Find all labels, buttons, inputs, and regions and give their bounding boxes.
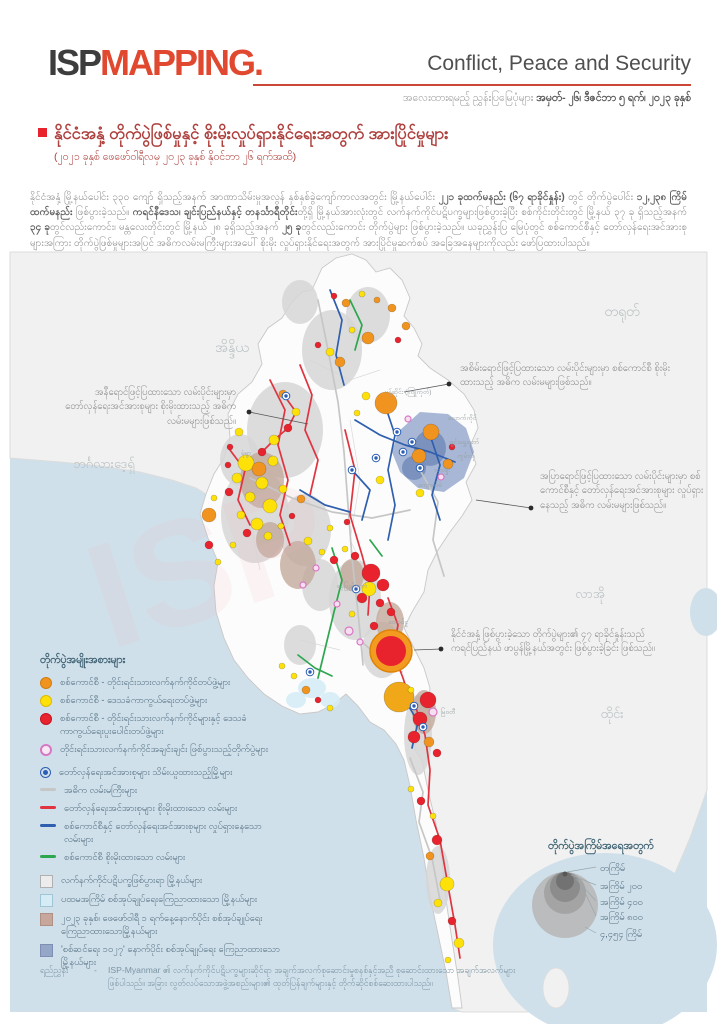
- issue-line-text: အလေးထားရမည့် ညွှန်းပြမြေပုံများ: [402, 92, 537, 104]
- intro-paragraph: နိုင်ငံအနှံ့ မြို့နယ်ပေါင်း ၃၃၀ ကျော် ရှ…: [30, 192, 688, 249]
- footnote: ရည်ညွှန်း - ISP-Myanmar ၏ လက်နက်ကိုင်ပဋိ…: [40, 964, 520, 991]
- legend-item-op1027-martial-law: 'စစ်ဆင်ရေး ၁၀၂၇' နောက်ပိုင်း စစ်အုပ်ချုပ…: [40, 943, 280, 969]
- footnote-label: ရည်ညွှန်း: [40, 965, 69, 975]
- bubble-label-1: တကြိမ်: [600, 863, 626, 873]
- yellow-dot-icon: [40, 695, 52, 708]
- legend-label: စစ်ကောင်စီ စိုးမိုးထားသော လမ်းများ: [64, 852, 186, 863]
- callout-green-roads: အစိမ်းရောင်ဖြင့်ပြထားသော လမ်းပိုင်းများမ…: [460, 363, 670, 389]
- logo-isp: ISP: [48, 42, 102, 83]
- legend-label: ပထမအကြိမ် စစ်အုပ်ချုပ်ရေးကြေညာထားသော မြိ…: [61, 894, 258, 905]
- cyan-square-icon: [40, 894, 53, 908]
- gray-line-icon: [40, 788, 56, 792]
- callout-red-roads: အနီရောင်ဖြင့်ပြထားသော လမ်းပိုင်းများမှာ …: [65, 387, 236, 427]
- bubble-label-200: အကြိမ် ၂၀၀: [600, 881, 643, 891]
- callout-hpapun-share: နိုင်ငံအနှံ့ ဖြစ်ပွားခဲ့သော တိုက်ပွဲများ…: [451, 629, 655, 655]
- legend-label: တိုင်းရင်းသားလက်နက်ကိုင်အချင်းချင်း ဖြစ်…: [60, 744, 269, 755]
- svg-text:မုံရွာ: မုံရွာ: [241, 450, 251, 458]
- svg-text:မြဝတီ: မြဝတီ: [441, 707, 456, 717]
- legend-item-main-roads: အဓိက လမ်းမကြီးများ: [40, 784, 280, 797]
- blue-line-icon: [40, 824, 56, 828]
- legend-item-junta-pdf: စစ်ကောင်စီ - ဒေသခံကာကွယ်ရေးတပ်ဖွဲ့များ: [40, 694, 280, 708]
- legend-label: စစ်ကောင်စီ - တိုင်းရင်းသားလက်နက်ကိုင်တပ်…: [60, 677, 231, 687]
- svg-text:နေပြည်တော်: နေပြည်တော်: [337, 581, 368, 591]
- issue-line: အလေးထားရမည့် ညွှန်းပြမြေပုံများ အမှတ်- ၂…: [403, 92, 691, 107]
- svg-text:ဘင်္ဂလားဒေ့ရှ်: ဘင်္ဂလားဒေ့ရှ်: [73, 456, 135, 474]
- svg-text:ISP: ISP: [68, 446, 350, 680]
- legend-item-junta-joint: စစ်ကောင်စီ - တိုင်းရင်းသားလက်နက်ကိုင်မျာ…: [40, 712, 280, 738]
- bubble-label-800: အကြိမ် ၈၀၀: [600, 912, 643, 922]
- legend-item-conflict-townships: လက်နက်ကိုင်ပဋိပက္ခဖြစ်ပွားရာ မြို့နယ်မျာ…: [40, 874, 280, 889]
- red-square-bullet-icon: [38, 128, 47, 137]
- legend-label: ၂၀၂၃ ခုနှစ်၊ ဖေဖော်ဝါရီ ၁ ရက်နေ့နောက်ပို…: [61, 913, 263, 937]
- bubble-legend-title: တိုက်ပွဲအကြိမ်အရေအတွက်: [548, 840, 654, 852]
- footnote-text: ISP-Myanmar ၏ လက်နက်ကိုင်ပဋိပက္ခများဆိုင…: [108, 965, 516, 989]
- legend-label: 'စစ်ဆင်ရေး ၁၀၂၇' နောက်ပိုင်း စစ်အုပ်ချုပ…: [61, 944, 280, 968]
- issue-number: အမှတ်- ၂၆၊ ဒီဇင်ဘာ ၅ ရက်၊ ၂၀၂၃ ခုနှစ်: [536, 92, 691, 104]
- legend-item-junta-eao: စစ်ကောင်စီ - တိုင်းရင်းသားလက်နက်ကိုင်တပ်…: [40, 676, 280, 689]
- red-line-icon: [40, 806, 56, 810]
- svg-text:ချင်းရွှေဟော်: ချင်းရွှေဟော်: [449, 438, 480, 447]
- headline-subtitle: (၂၀၂၁ ခုနှစ် ဖေဖော်ဝါရီလမှ ၂၀၂၃ ခုနှစ် န…: [54, 151, 297, 163]
- legend-label: စစ်ကောင်စီ - တိုင်းရင်းသားလက်နက်ကိုင်မျာ…: [60, 713, 247, 737]
- svg-text:ထိုင်း: ထိုင်း: [600, 706, 623, 724]
- svg-text:လောက်ကိုင်: လောက်ကိုင်: [448, 414, 477, 423]
- legend-label: တော်လှန်ရေးအင်အားစုများ သိမ်းယူထားသည့်မြ…: [59, 767, 233, 778]
- legend-label: လက်နက်ကိုင်ပဋိပက္ခဖြစ်ပွားရာ မြို့နယ်မျာ…: [61, 875, 203, 886]
- bubble-label-400: အကြိမ် ၄၀၀: [600, 897, 643, 907]
- gray-square-icon: [40, 875, 53, 889]
- legend-item-contested-roads: စစ်ကောင်စီနှင့် တော်လှန်ရေးအင်အားစုများ …: [40, 820, 280, 846]
- legend-item-first-martial-law: ပထမအကြိမ် စစ်အုပ်ချုပ်ရေးကြေညာထားသော မြိ…: [40, 893, 280, 908]
- bubble-size-legend: တိုက်ပွဲအကြိမ်အရေအတွက် တကြိမ် အကြိမ် ၂၀၀…: [540, 838, 708, 962]
- legend-panel: တိုက်ပွဲအမျိုးအစားများ စစ်ကောင်စီ - တိုင…: [40, 654, 280, 974]
- headline-title: နိုင်ငံအနှံ့ တိုက်ပွဲဖြစ်မှုနှင့် စိုးမိ…: [54, 125, 449, 143]
- footnote-dash: -: [94, 965, 97, 975]
- bluegray-square-icon: [40, 944, 53, 958]
- legend-label: အဓိက လမ်းမကြီးများ: [64, 785, 138, 796]
- legend-item-captured-towns: တော်လှန်ရေးအင်အားစုများ သိမ်းယူထားသည့်မြ…: [40, 766, 280, 779]
- logo-dot: .: [254, 42, 264, 83]
- green-line-icon: [40, 855, 56, 859]
- orange-dot-icon: [40, 677, 52, 689]
- svg-text:တရုတ်: တရုတ်: [604, 303, 640, 322]
- headline: နိုင်ငံအနှံ့ တိုက်ပွဲဖြစ်မှုနှင့် စိုးမိ…: [38, 124, 678, 166]
- legend-item-2023-martial-law: ၂၀၂၃ ခုနှစ်၊ ဖေဖော်ဝါရီ ၁ ရက်နေ့နောက်ပို…: [40, 912, 280, 938]
- legend-item-junta-roads: စစ်ကောင်စီ စိုးမိုးထားသော လမ်းများ: [40, 851, 280, 864]
- red-dot-icon: [40, 713, 52, 726]
- header-rule: [253, 84, 691, 86]
- svg-text:တောင်ငူ: တောင်ငူ: [388, 618, 408, 627]
- svg-text:လာအို: လာအို: [575, 586, 604, 604]
- callout-blue-roads: အပြာရောင်ဖြင့်ပြထားသော လမ်းပိုင်းများမှာ…: [540, 471, 704, 511]
- pink-ring-icon: [40, 744, 52, 757]
- svg-text:ပန်ဆိုင်း (ကြူကုတ်): ပန်ဆိုင်း (ကြူကုတ်): [385, 387, 432, 397]
- svg-text:လားရှိုး: လားရှိုး: [434, 466, 450, 475]
- legend-label: စစ်ကောင်စီနှင့် တော်လှန်ရေးအင်အားစုများ …: [64, 821, 262, 845]
- legend-item-resistance-roads: တော်လှန်ရေးအင်အားစုများ စိုးမိုးထားသော လ…: [40, 802, 280, 815]
- logo-mapping: MAPPING: [100, 42, 256, 83]
- isp-mapping-logo: ISPMAPPING.: [48, 42, 264, 84]
- legend-label: စစ်ကောင်စီ - ဒေသခံကာကွယ်ရေးတပ်ဖွဲ့များ: [60, 695, 208, 706]
- legend-label: တော်လှန်ရေးအင်အားစုများ စိုးမိုးထားသော လ…: [64, 803, 238, 814]
- tan-square-icon: [40, 913, 53, 927]
- legend-item-eao-vs-eao: တိုင်းရင်းသားလက်နက်ကိုင်အချင်းချင်း ဖြစ်…: [40, 743, 280, 757]
- blue-target-icon: [40, 767, 51, 779]
- svg-text:အိန္ဒိယ: အိန္ဒိယ: [215, 339, 249, 358]
- svg-text:ကျောက်မဲ: ကျောက်မဲ: [418, 481, 442, 490]
- bubble-label-4454: ၄,၄၅၄ ကြိမ်: [600, 929, 643, 939]
- page-title: Conflict, Peace and Security: [427, 52, 691, 75]
- legend-title: တိုက်ပွဲအမျိုးအစားများ: [40, 654, 126, 666]
- svg-text:ကွမ်းလုံ: ကွမ်းလုံ: [457, 452, 475, 461]
